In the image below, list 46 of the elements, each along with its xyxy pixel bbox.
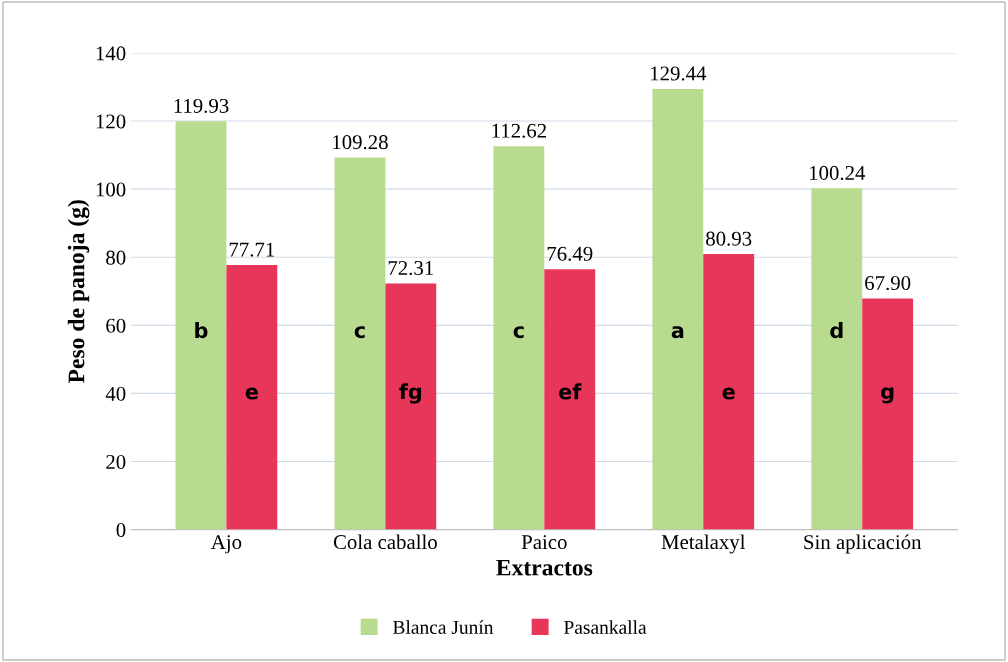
bar xyxy=(493,146,545,530)
data-label: 67.90 xyxy=(865,275,911,291)
bar xyxy=(862,298,914,530)
annotation: c xyxy=(354,326,365,339)
annotation: a xyxy=(671,326,684,339)
bar xyxy=(334,157,386,530)
data-label: 76.49 xyxy=(547,246,593,261)
legend-label: Blanca Junín xyxy=(393,620,494,634)
x-tick-label: Ajo xyxy=(210,535,242,554)
text: 129.44 xyxy=(651,66,707,81)
text: 100.24 xyxy=(809,165,866,181)
annotation: b xyxy=(195,322,208,339)
text: 109.28 xyxy=(333,135,388,150)
text: 112.62 xyxy=(492,123,546,138)
bar xyxy=(652,88,704,530)
annotation: c xyxy=(513,326,524,339)
y-tick-label: 20 xyxy=(106,454,126,469)
annotation: ef xyxy=(559,383,582,400)
data-label: 77.71 xyxy=(229,242,275,257)
annotation: g xyxy=(881,387,894,404)
y-tick-label: 120 xyxy=(96,114,126,129)
bar xyxy=(544,269,596,530)
data-label: 80.93 xyxy=(706,231,752,246)
x-tick-label: Paico xyxy=(521,535,567,550)
y-tick-label: 80 xyxy=(106,250,126,265)
bar xyxy=(175,121,227,530)
y-tick-label: 60 xyxy=(106,318,126,333)
bar xyxy=(385,283,437,530)
y-axis-title: Peso de panoja (g) xyxy=(67,200,90,384)
annotation: e xyxy=(722,387,735,400)
x-tick-label: Sin aplicación xyxy=(804,534,922,554)
annotation: d xyxy=(830,322,843,339)
y-tick-label: 40 xyxy=(105,386,126,401)
y-tick-label: 140 xyxy=(96,46,126,61)
x-tick-label: Metalaxyl xyxy=(661,534,746,554)
x-axis-title: Extractos xyxy=(496,559,593,576)
annotation: fg xyxy=(399,383,422,404)
bar xyxy=(226,265,278,530)
legend-label: Pasankalla xyxy=(564,620,647,634)
text: 119.93 xyxy=(174,98,229,113)
data-label: 72.31 xyxy=(388,261,433,276)
y-tick-label: 0 xyxy=(116,522,126,538)
x-tick-label: Cola caballo xyxy=(333,534,437,550)
y-tick-label: 100 xyxy=(96,182,126,197)
bar xyxy=(703,254,755,530)
annotation: e xyxy=(245,387,258,400)
